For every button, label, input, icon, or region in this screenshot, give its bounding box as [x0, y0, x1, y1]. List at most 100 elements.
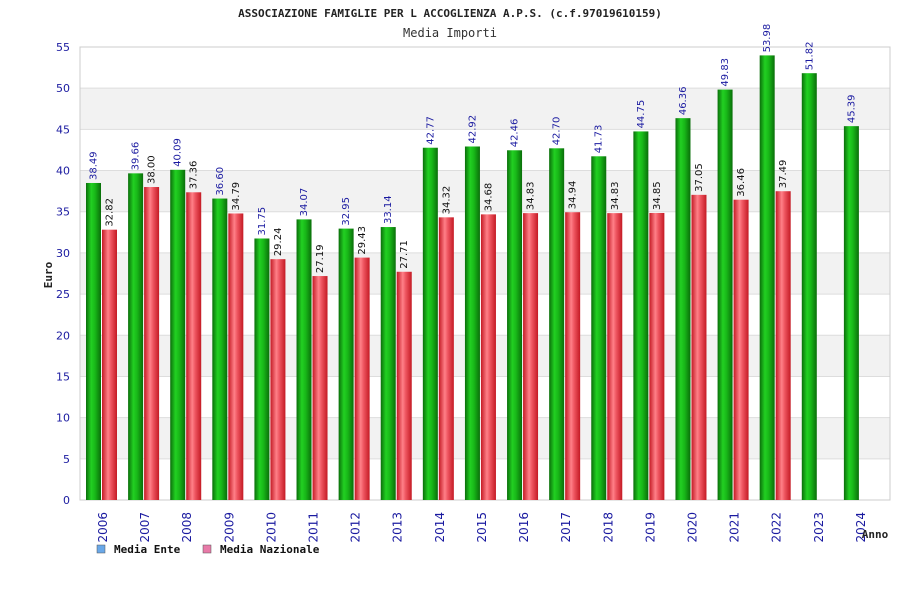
bar-media-ente-2011	[296, 219, 312, 500]
bar-media-ente-2010	[254, 238, 270, 500]
data-label-media-ente-2008: 40.09	[173, 138, 184, 167]
chart-title: ASSOCIAZIONE FAMIGLIE PER L ACCOGLIENZA …	[238, 7, 662, 20]
bar-media-ente-2023	[801, 73, 817, 500]
bar-media-nazionale-2009	[228, 213, 244, 500]
y-tick-label: 5	[63, 453, 70, 466]
bar-media-ente-2019	[633, 131, 649, 500]
x-tick-label: 2011	[307, 512, 321, 543]
bar-media-ente-2012	[338, 228, 354, 500]
bar-media-nazionale-2016	[523, 213, 539, 501]
bar-media-ente-2015	[464, 146, 480, 500]
bar-media-ente-2006	[86, 182, 101, 500]
data-label-media-ente-2009: 36.60	[215, 167, 226, 196]
bar-media-nazionale-2012	[354, 257, 370, 500]
data-label-media-nazionale-2021: 36.46	[736, 168, 747, 197]
data-label-media-ente-2011: 34.07	[299, 188, 310, 217]
x-tick-label: 2009	[222, 512, 236, 543]
y-tick-label: 0	[63, 494, 70, 507]
grid-band	[80, 129, 890, 171]
y-tick-label: 10	[56, 412, 70, 425]
bar-media-ente-2021	[717, 89, 733, 500]
bar-media-ente-2014	[422, 147, 438, 501]
legend-swatch-media-nazionale	[202, 544, 212, 554]
data-label-media-ente-2017: 42.70	[552, 117, 563, 146]
x-tick-label: 2013	[391, 512, 405, 543]
legend-label-media-ente: Media Ente	[114, 543, 181, 556]
data-label-media-ente-2012: 32.95	[341, 197, 352, 226]
bar-media-nazionale-2010	[270, 259, 286, 500]
data-label-media-ente-2013: 33.14	[383, 195, 394, 224]
y-tick-label: 40	[56, 165, 70, 178]
x-tick-label: 2024	[854, 512, 868, 543]
data-label-media-nazionale-2015: 34.68	[483, 183, 494, 212]
x-tick-label: 2019	[643, 512, 657, 543]
data-label-media-nazionale-2006: 32.82	[105, 198, 116, 227]
bar-media-nazionale-2019	[649, 212, 665, 501]
bar-media-ente-2007	[128, 173, 144, 500]
data-label-media-nazionale-2010: 29.24	[273, 228, 284, 257]
x-tick-label: 2006	[96, 512, 110, 543]
x-tick-label: 2023	[812, 512, 826, 543]
y-axis-ticks: 0 5 10 15 20 25 30 35 40 45 50 55	[56, 41, 70, 507]
x-tick-label: 2018	[601, 512, 615, 543]
data-label-media-nazionale-2012: 29.43	[357, 226, 368, 255]
y-tick-label: 15	[56, 370, 70, 383]
bar-media-ente-2008	[170, 169, 186, 500]
data-label-media-ente-2007: 39.66	[131, 142, 142, 171]
data-label-media-ente-2021: 49.83	[720, 58, 731, 87]
data-label-media-nazionale-2014: 34.32	[441, 186, 452, 215]
x-tick-label: 2017	[559, 512, 573, 543]
data-label-media-nazionale-2011: 27.19	[315, 244, 326, 273]
data-label-media-ente-2023: 51.82	[804, 42, 815, 71]
x-tick-label: 2014	[433, 512, 447, 543]
y-tick-label: 45	[56, 123, 70, 136]
x-tick-label: 2008	[180, 512, 194, 543]
bar-media-ente-2020	[675, 118, 691, 501]
chart-subtitle: Media Importi	[403, 26, 497, 40]
data-label-media-nazionale-2013: 27.71	[399, 240, 410, 269]
data-label-media-ente-2010: 31.75	[257, 207, 268, 236]
data-label-media-ente-2020: 46.36	[678, 87, 689, 116]
bar-media-nazionale-2008	[186, 192, 202, 500]
x-axis-ticks: 2006 2007 2008 2009 2010 2011 2012 2013 2014 2015…	[96, 512, 868, 543]
bar-media-nazionale-2022	[775, 191, 791, 500]
y-tick-label: 20	[56, 329, 70, 342]
data-label-media-nazionale-2009: 34.79	[231, 182, 242, 211]
data-label-media-nazionale-2018: 34.83	[610, 181, 621, 210]
x-tick-label: 2012	[349, 512, 363, 543]
bar-media-ente-2013	[380, 227, 396, 500]
bar-media-ente-2018	[591, 156, 607, 500]
grid-band	[80, 88, 890, 130]
x-tick-label: 2010	[264, 512, 278, 543]
bar-media-nazionale-2006	[102, 229, 117, 500]
bar-media-ente-2016	[507, 150, 523, 500]
x-tick-label: 2015	[475, 512, 489, 543]
data-labels: 38.49 32.82 39.66 38.00 40.09 37.36 36.60 34.79…	[89, 24, 858, 273]
data-label-media-nazionale-2020: 37.05	[694, 163, 705, 192]
bars	[86, 55, 859, 501]
data-label-media-ente-2014: 42.77	[425, 116, 436, 145]
bar-media-nazionale-2021	[733, 199, 749, 500]
data-label-media-nazionale-2007: 38.00	[147, 155, 158, 184]
bar-media-ente-2022	[759, 55, 775, 500]
bar-media-nazionale-2014	[438, 217, 454, 500]
y-tick-label: 55	[56, 41, 70, 54]
y-axis-label: Euro	[42, 261, 55, 288]
legend-label-media-nazionale: Media Nazionale	[220, 543, 320, 556]
data-label-media-ente-2015: 42.92	[467, 115, 478, 144]
data-label-media-ente-2016: 42.46	[510, 119, 521, 148]
data-label-media-ente-2024: 45.39	[846, 95, 857, 124]
legend: Media Ente Media Nazionale	[96, 543, 320, 556]
y-tick-label: 50	[56, 82, 70, 95]
y-tick-label: 25	[56, 288, 70, 301]
bar-media-ente-2017	[549, 148, 565, 501]
grid-band	[80, 47, 890, 89]
x-tick-label: 2021	[728, 512, 742, 543]
x-tick-label: 2020	[685, 512, 699, 543]
x-tick-label: 2022	[770, 512, 784, 543]
data-label-media-ente-2006: 38.49	[89, 151, 100, 180]
data-label-media-nazionale-2022: 37.49	[778, 160, 789, 189]
data-label-media-ente-2022: 53.98	[762, 24, 773, 53]
y-tick-label: 35	[56, 206, 70, 219]
bar-media-nazionale-2020	[691, 194, 707, 501]
